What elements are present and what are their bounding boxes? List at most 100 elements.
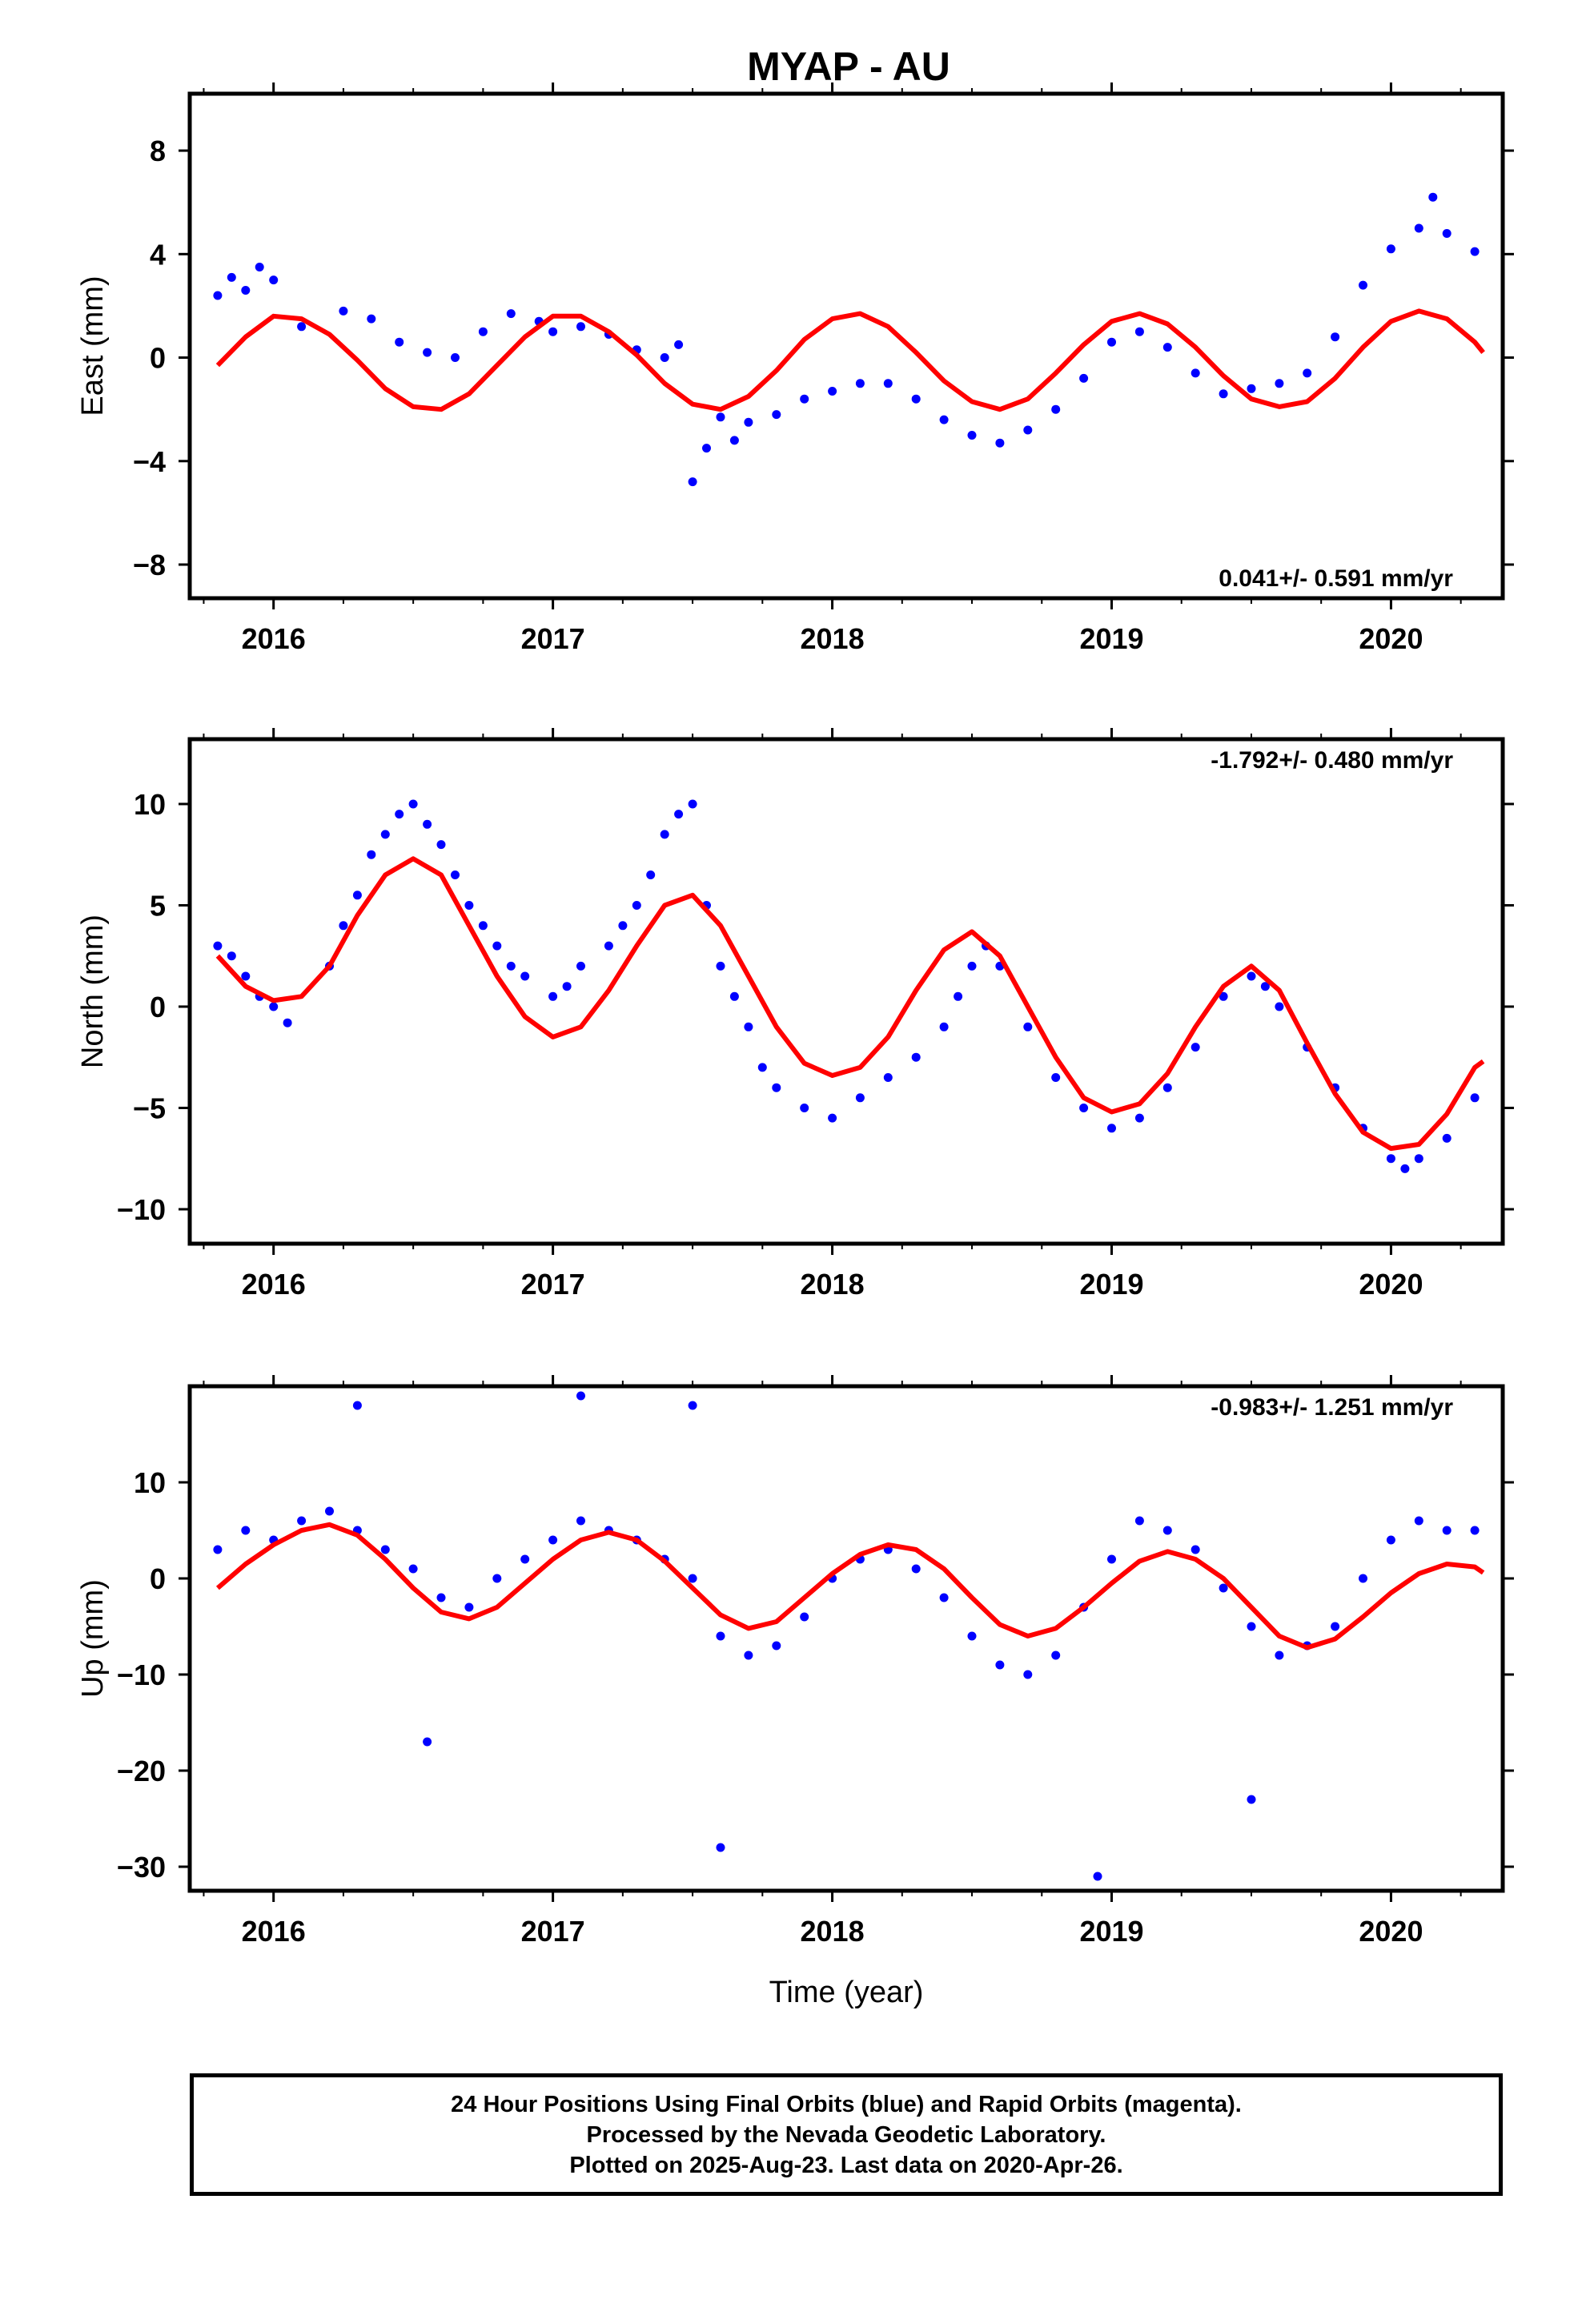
data-point (800, 394, 809, 404)
data-point (548, 991, 558, 1001)
x-tick-label: 2016 (242, 1915, 306, 1948)
data-point (911, 1052, 921, 1062)
data-point (772, 1083, 781, 1092)
fit-line-north (215, 856, 1485, 1152)
data-point (423, 1737, 432, 1747)
data-point (618, 921, 628, 931)
data-point (954, 991, 963, 1001)
data-point (674, 810, 684, 819)
data-point (506, 309, 516, 319)
plot-area-up (190, 1386, 1503, 1891)
data-point (506, 961, 516, 971)
data-point (548, 1535, 558, 1545)
data-point (632, 901, 641, 910)
data-point (255, 263, 264, 271)
data-point (1331, 332, 1340, 342)
data-point (688, 1401, 697, 1410)
data-point (548, 327, 558, 336)
panels: 2016 2017 2018 2019 2020 −8 −4 0 4 8 East (mm) 0.04… (76, 82, 1514, 1948)
data-point (1107, 1554, 1116, 1564)
y-tick-label: −10 (117, 1659, 166, 1691)
data-point (967, 431, 977, 440)
data-point (716, 1843, 725, 1852)
data-point (1386, 244, 1395, 254)
data-point (1023, 1022, 1033, 1031)
data-point (520, 1554, 530, 1564)
y-tick-label: 5 (150, 889, 166, 922)
data-point (757, 1063, 767, 1072)
data-point (744, 1022, 753, 1031)
x-tick-label: 2017 (521, 1915, 585, 1948)
data-point (451, 353, 460, 362)
data-point (674, 340, 684, 349)
plot-area-east (190, 94, 1503, 598)
data-point (478, 921, 488, 931)
data-point (297, 1516, 307, 1526)
y-axis-label-up: Up (mm) (76, 1579, 110, 1698)
data-point (967, 961, 977, 971)
rate-label-east: 0.041+/- 0.591 mm/yr (1219, 565, 1453, 592)
data-point (283, 1018, 292, 1027)
data-point (423, 348, 432, 357)
data-point (883, 1073, 893, 1082)
x-tick-label: 2019 (1079, 1268, 1143, 1301)
data-point (464, 901, 474, 910)
data-point (213, 941, 223, 951)
data-point (1470, 1526, 1480, 1535)
data-point (520, 971, 530, 981)
data-point (1023, 1670, 1033, 1679)
data-point (562, 982, 572, 991)
y-tick-label: 0 (150, 342, 166, 375)
data-point (464, 1602, 474, 1612)
data-point (1023, 425, 1033, 435)
plot-area-north (190, 739, 1503, 1244)
y-tick-label: 10 (134, 1466, 166, 1499)
caption-line-1: 24 Hour Positions Using Final Orbits (bl… (451, 2091, 1242, 2117)
data-point (1400, 1164, 1410, 1173)
data-point (1191, 1043, 1200, 1052)
data-point (1051, 1073, 1061, 1082)
frame-east (187, 91, 1505, 601)
data-point (1442, 1526, 1452, 1535)
data-point (492, 1574, 502, 1583)
data-point (423, 819, 432, 829)
figure-title: MYAP - AU (747, 44, 950, 89)
x-tick-label: 2018 (801, 1915, 865, 1948)
data-point (716, 412, 725, 422)
x-tick-label: 2016 (242, 622, 306, 655)
data-point (1247, 384, 1256, 393)
data-point (1079, 373, 1089, 383)
data-point (995, 438, 1005, 448)
data-point (939, 415, 949, 424)
data-point (828, 387, 837, 396)
data-point (395, 337, 404, 347)
panel-up: 2016 2017 2018 2019 2020 −30 −20 −10 0 10 Up (mm) -… (76, 1375, 1514, 1948)
data-point (367, 314, 376, 324)
y-axis-label-north: North (mm) (76, 915, 110, 1068)
data-point (1414, 1516, 1423, 1526)
data-point (576, 1391, 585, 1401)
x-tick-label: 2017 (521, 622, 585, 655)
data-point (1051, 404, 1061, 414)
y-tick-label: −20 (117, 1755, 166, 1787)
data-point (1275, 1651, 1284, 1660)
data-point (604, 941, 613, 951)
data-points-east (213, 192, 1480, 487)
data-point (800, 1612, 809, 1622)
x-tick-label: 2017 (521, 1268, 585, 1301)
data-point (1162, 1526, 1172, 1535)
data-point (1247, 971, 1256, 981)
data-point (576, 322, 585, 332)
data-point (1107, 1124, 1116, 1133)
data-point (1134, 327, 1144, 336)
data-point (227, 951, 236, 961)
data-point (772, 410, 781, 420)
data-points-north (213, 799, 1480, 1173)
data-point (1162, 343, 1172, 352)
data-point (646, 870, 656, 879)
y-tick-label: 0 (150, 991, 166, 1023)
data-point (576, 961, 585, 971)
data-point (339, 306, 348, 316)
data-point (1386, 1535, 1395, 1545)
